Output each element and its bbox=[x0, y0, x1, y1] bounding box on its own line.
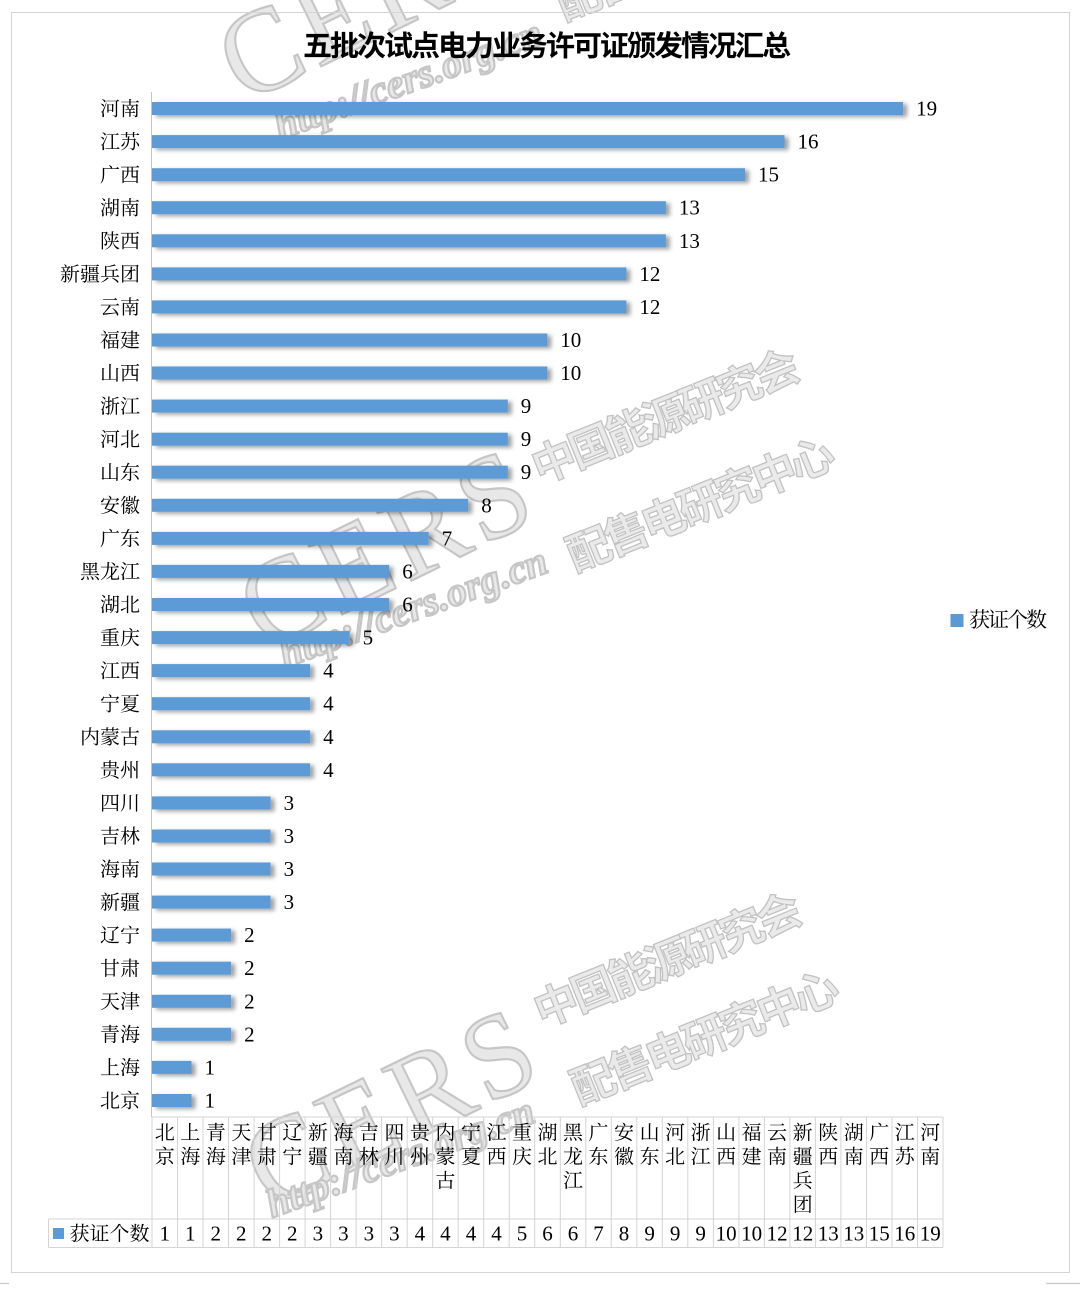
svg-text:9: 9 bbox=[521, 427, 532, 451]
svg-text:2: 2 bbox=[244, 956, 255, 980]
svg-text:19: 19 bbox=[920, 1222, 941, 1246]
svg-text:16: 16 bbox=[894, 1222, 915, 1246]
svg-text:2: 2 bbox=[244, 989, 255, 1013]
svg-text:4: 4 bbox=[323, 758, 334, 782]
svg-text:13: 13 bbox=[843, 1222, 864, 1246]
svg-text:6: 6 bbox=[402, 593, 413, 617]
svg-text:4: 4 bbox=[323, 692, 334, 716]
svg-text:13: 13 bbox=[818, 1222, 839, 1246]
svg-text:13: 13 bbox=[679, 229, 700, 253]
svg-text:1: 1 bbox=[205, 1055, 216, 1079]
svg-text:12: 12 bbox=[767, 1222, 788, 1246]
svg-text:3: 3 bbox=[284, 791, 295, 815]
svg-text:5: 5 bbox=[517, 1222, 528, 1246]
svg-text:3: 3 bbox=[364, 1222, 375, 1246]
svg-text:6: 6 bbox=[402, 559, 413, 583]
svg-text:3: 3 bbox=[338, 1222, 349, 1246]
svg-text:2: 2 bbox=[236, 1222, 247, 1246]
svg-text:9: 9 bbox=[644, 1222, 655, 1246]
svg-text:3: 3 bbox=[313, 1222, 324, 1246]
svg-text:9: 9 bbox=[670, 1222, 681, 1246]
svg-text:3: 3 bbox=[389, 1222, 400, 1246]
svg-text:2: 2 bbox=[262, 1222, 273, 1246]
svg-text:10: 10 bbox=[741, 1222, 762, 1246]
svg-text:8: 8 bbox=[481, 493, 492, 517]
svg-text:3: 3 bbox=[284, 890, 295, 914]
svg-text:19: 19 bbox=[916, 97, 937, 121]
svg-text:1: 1 bbox=[205, 1089, 216, 1113]
svg-text:1: 1 bbox=[185, 1222, 196, 1246]
svg-text:16: 16 bbox=[798, 130, 819, 154]
svg-text:2: 2 bbox=[244, 923, 255, 947]
svg-text:10: 10 bbox=[560, 328, 581, 352]
svg-text:9: 9 bbox=[521, 394, 532, 418]
svg-text:3: 3 bbox=[284, 824, 295, 848]
svg-text:2: 2 bbox=[211, 1222, 222, 1246]
svg-text:12: 12 bbox=[639, 262, 660, 286]
svg-text:4: 4 bbox=[440, 1222, 451, 1246]
svg-text:4: 4 bbox=[323, 725, 334, 749]
svg-text:1: 1 bbox=[160, 1222, 171, 1246]
svg-text:2: 2 bbox=[287, 1222, 298, 1246]
svg-text:8: 8 bbox=[619, 1222, 630, 1246]
svg-text:6: 6 bbox=[542, 1222, 553, 1246]
svg-text:10: 10 bbox=[560, 361, 581, 385]
svg-text:4: 4 bbox=[323, 659, 334, 683]
svg-text:9: 9 bbox=[521, 460, 532, 484]
svg-text:6: 6 bbox=[568, 1222, 579, 1246]
svg-text:7: 7 bbox=[442, 526, 453, 550]
svg-text:12: 12 bbox=[639, 295, 660, 319]
svg-text:15: 15 bbox=[869, 1222, 890, 1246]
svg-text:10: 10 bbox=[716, 1222, 737, 1246]
svg-text:13: 13 bbox=[679, 196, 700, 220]
svg-text:4: 4 bbox=[491, 1222, 502, 1246]
svg-text:9: 9 bbox=[695, 1222, 706, 1246]
svg-text:2: 2 bbox=[244, 1022, 255, 1046]
svg-text:5: 5 bbox=[363, 626, 374, 650]
svg-text:15: 15 bbox=[758, 163, 779, 187]
svg-text:7: 7 bbox=[593, 1222, 604, 1246]
svg-text:4: 4 bbox=[415, 1222, 426, 1246]
svg-text:12: 12 bbox=[792, 1222, 813, 1246]
svg-text:3: 3 bbox=[284, 857, 295, 881]
svg-text:4: 4 bbox=[466, 1222, 477, 1246]
